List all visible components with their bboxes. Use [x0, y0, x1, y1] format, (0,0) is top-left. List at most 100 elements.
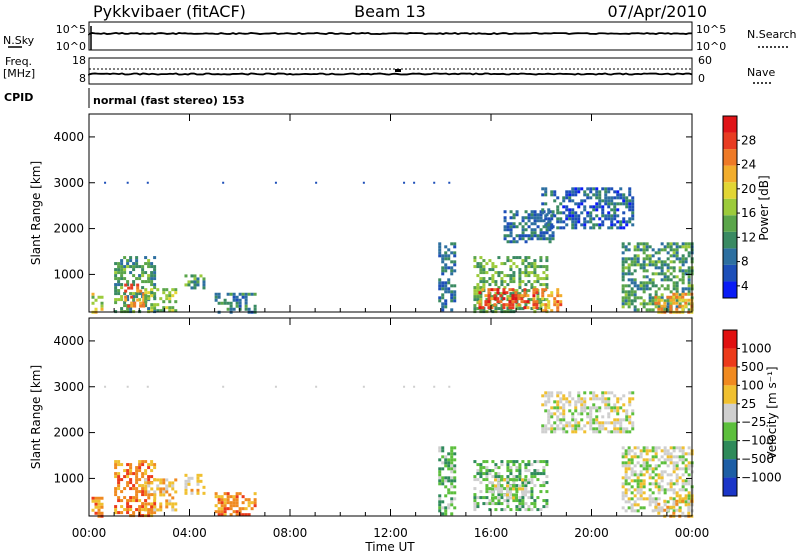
echo-cell: [438, 479, 442, 483]
echo-cell: [583, 217, 587, 221]
echo-cell: [165, 297, 169, 301]
echo-cell: [669, 260, 673, 264]
echo-cell: [535, 300, 539, 304]
echo-cell: [130, 286, 134, 290]
colorbar-tick-label: 100: [741, 378, 764, 392]
colorbar-segment: [723, 165, 737, 183]
echo-cell: [645, 257, 649, 261]
echo-cell: [684, 503, 688, 507]
echo-cell: [681, 260, 685, 264]
echo-cell: [488, 499, 492, 503]
echo-cell: [476, 463, 480, 467]
echo-cell: [633, 248, 637, 252]
echo-cell: [544, 202, 548, 206]
echo-cell: [544, 187, 548, 191]
echo-cell: [502, 297, 506, 301]
echo-cell: [126, 298, 130, 302]
echo-cell: [530, 475, 534, 479]
echo-cell: [202, 277, 206, 281]
echo-cell: [441, 293, 445, 297]
y-tick-label: 3000: [53, 380, 84, 394]
echo-cell: [506, 295, 510, 299]
echo-cell: [639, 494, 643, 498]
colorbar-tick-label: 4: [741, 279, 749, 293]
echo-cell: [559, 217, 563, 221]
echo-cell: [542, 505, 546, 509]
echo-cell: [497, 466, 501, 470]
echo-cell: [562, 226, 566, 230]
echo-cell: [583, 205, 587, 209]
echo-cell: [648, 503, 652, 507]
echo-cell: [485, 460, 489, 464]
echo-cell: [247, 501, 251, 505]
echo-cell: [493, 294, 497, 298]
echo-cell: [544, 217, 548, 221]
echo-cell: [595, 208, 599, 212]
echo-cell: [150, 291, 154, 295]
echo-cell: [675, 467, 679, 471]
echo-cell: [592, 187, 596, 191]
echo-cell: [565, 214, 569, 218]
echo-cell: [503, 508, 507, 512]
echo-cell: [642, 257, 646, 261]
echo-cell: [444, 302, 448, 306]
echo-cell: [577, 217, 581, 221]
echo-cell: [627, 272, 631, 276]
echo-cell: [214, 298, 218, 302]
echo-cell: [518, 274, 522, 278]
echo-cell: [518, 469, 522, 473]
echo-cell: [114, 472, 118, 476]
echo-cell: [678, 446, 682, 450]
echo-cell: [530, 502, 534, 506]
echo-cell: [187, 479, 191, 483]
echo-cell: [675, 482, 679, 486]
echo-cell: [577, 421, 581, 425]
echo-cell: [521, 271, 525, 275]
echo-cell: [235, 492, 239, 496]
echo-cell: [678, 494, 682, 498]
echo-cell: [642, 287, 646, 291]
echo-cell: [509, 496, 512, 500]
echo-cell: [184, 488, 188, 492]
echo-cell: [450, 476, 454, 480]
echo-cell: [150, 280, 154, 284]
echo-cell: [556, 208, 560, 212]
echo-cell: [556, 418, 560, 422]
echo-cell: [117, 511, 121, 515]
echo-cell: [559, 400, 563, 404]
echo-cell: [645, 464, 649, 468]
echo-cell: [630, 302, 634, 306]
echo-cell: [214, 292, 218, 296]
echo-cell: [138, 460, 142, 464]
echo-cell: [539, 304, 543, 308]
echo-cell: [654, 485, 658, 489]
echo-cell: [672, 284, 676, 288]
echo-cell: [574, 403, 578, 407]
echo-cell: [214, 495, 218, 499]
echo-cell: [621, 455, 625, 459]
echo-cell: [503, 219, 507, 223]
echo-cell: [589, 205, 593, 209]
echo-cell: [506, 496, 509, 500]
echo-cell: [527, 213, 531, 217]
echo-cell: [621, 497, 625, 501]
echo-cell: [556, 309, 560, 313]
echo-cell: [562, 211, 566, 215]
echo-cell: [645, 263, 649, 267]
echo-cell: [545, 283, 549, 287]
echo-cell: [222, 385, 225, 388]
echo-cell: [511, 303, 515, 307]
echo-cell: [494, 475, 498, 479]
echo-cell: [517, 297, 521, 301]
echo-cell: [545, 475, 549, 479]
echo-cell: [171, 484, 175, 488]
echo-cell: [642, 248, 646, 252]
echo-cell: [669, 461, 673, 465]
echo-cell: [586, 415, 590, 419]
echo-cell: [150, 288, 154, 292]
echo-cell: [601, 214, 605, 218]
echo-cell: [571, 223, 575, 227]
echo-cell: [479, 265, 483, 269]
echo-cell: [663, 263, 667, 267]
freq-label: Freq.: [5, 55, 32, 68]
